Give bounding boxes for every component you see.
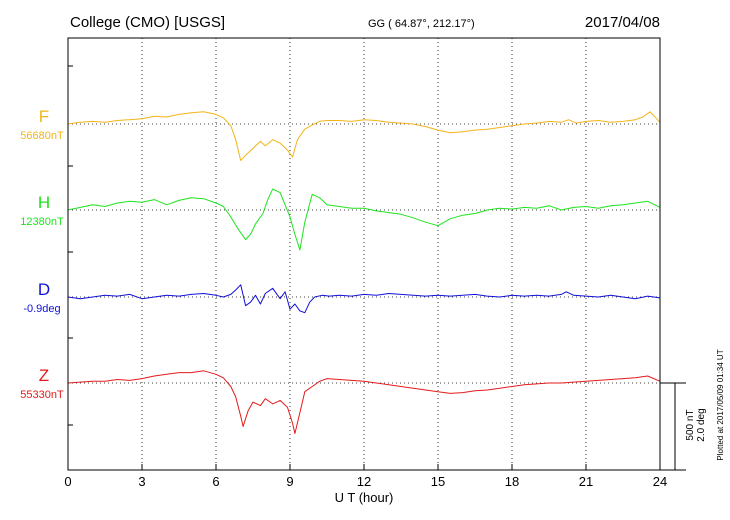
x-axis: 0 3 6 9 12 15 18 21 24 [64, 37, 667, 489]
trace-d [67, 284, 661, 314]
geographic-coordinates: GG ( 64.87°, 212.17°) [368, 18, 475, 30]
x-tick-label: 6 [212, 474, 219, 489]
grid-lines [68, 38, 660, 470]
x-axis-label: U T (hour) [335, 490, 394, 505]
scale-bar: 500 nT 2.0 deg [660, 382, 707, 471]
series-name-f: F [39, 107, 49, 126]
scale-bar-deg: 2.0 deg [696, 408, 707, 441]
x-tick-label: 3 [138, 474, 145, 489]
x-tick-label: 0 [64, 474, 71, 489]
series-name-d: D [38, 280, 50, 299]
trace-h [67, 188, 661, 251]
series-labels: F 56680nT H 12380nT D -0.9deg Z 55330nT [20, 107, 64, 401]
series-baseline-z: 55330nT [20, 389, 64, 401]
data-traces [67, 111, 661, 434]
series-baseline-f: 56680nT [20, 130, 64, 142]
x-tick-label: 15 [431, 474, 445, 489]
series-name-h: H [38, 193, 50, 212]
scale-bar-nt: 500 nT [685, 409, 696, 440]
station-title: College (CMO) [USGS] [70, 14, 225, 31]
plotted-at-note: Plotted at 2017/05/09 01:34 UT [716, 349, 725, 460]
trace-f [67, 111, 661, 161]
series-name-z: Z [39, 366, 49, 385]
trace-z [67, 370, 661, 434]
plot-date: 2017/04/08 [585, 14, 660, 31]
x-tick-label: 9 [286, 474, 293, 489]
series-baseline-h: 12380nT [20, 216, 64, 228]
x-tick-label: 21 [579, 474, 593, 489]
x-tick-label: 18 [505, 474, 519, 489]
series-baseline-d: -0.9deg [23, 303, 60, 315]
x-tick-label: 12 [357, 474, 371, 489]
x-tick-label: 24 [653, 474, 667, 489]
